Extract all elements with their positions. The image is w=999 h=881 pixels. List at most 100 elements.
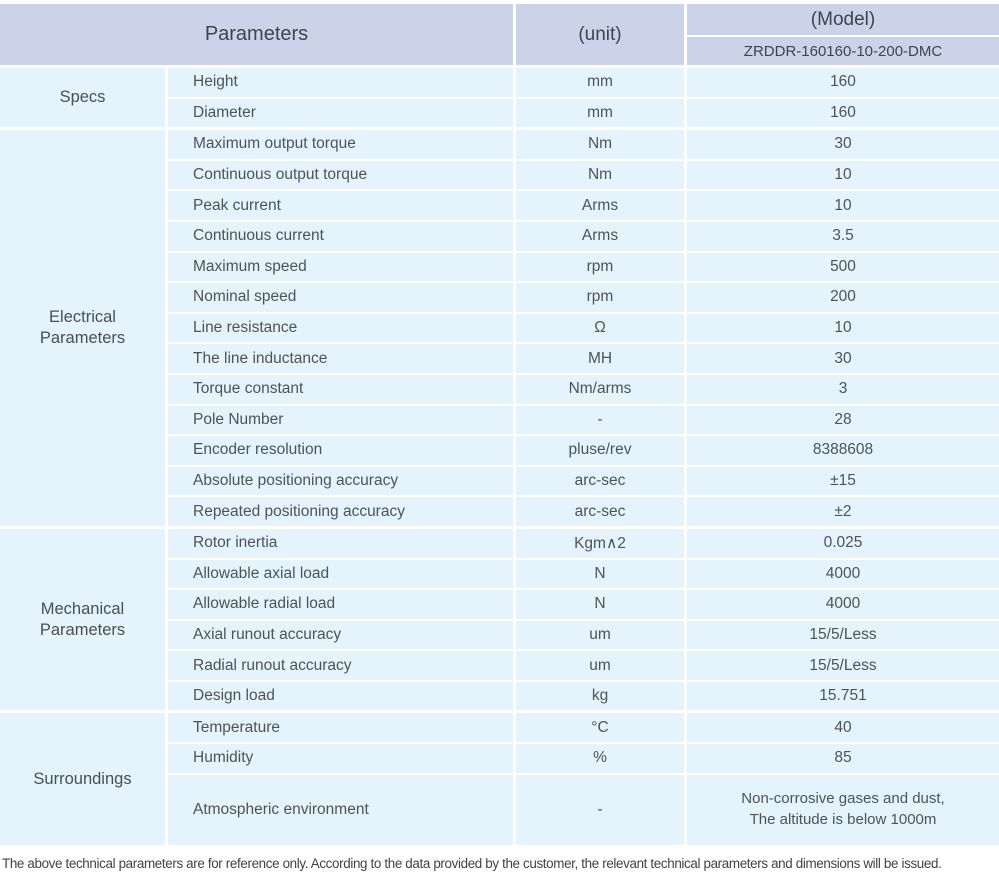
table-row: Maximum speed rpm 500 — [0, 250, 999, 282]
unit-cell: Arms — [513, 219, 684, 251]
param-cell: Humidity — [165, 742, 513, 773]
value-cell: 500 — [684, 250, 999, 282]
param-cell: Height — [165, 65, 513, 97]
header-row-1: Parameters (unit) (Model) — [0, 4, 999, 65]
value-cell: 4000 — [684, 557, 999, 589]
unit-cell: mm — [513, 96, 684, 128]
section-label-surroundings: Surroundings — [0, 710, 165, 845]
unit-cell: Arms — [513, 189, 684, 220]
table-row: Specs Height mm 160 — [0, 65, 999, 128]
value-cell: ±15 — [684, 464, 999, 496]
table-row: Absolute positioning accuracy arc-sec ±1… — [0, 464, 999, 496]
unit-cell: kg — [513, 679, 684, 711]
section-label-electrical: Electrical Parameters — [0, 127, 165, 526]
param-cell: The line inductance — [165, 342, 513, 373]
value-cell: 160 — [684, 96, 999, 128]
value-cell: 28 — [684, 403, 999, 435]
param-cell: Continuous current — [165, 219, 513, 251]
value-cell: 15/5/Less — [684, 618, 999, 650]
table-row: Nominal speed rpm 200 — [0, 281, 999, 312]
unit-cell: mm — [513, 65, 684, 97]
header-row-2: ZRDDR-160160-10-200-DMC — [0, 37, 999, 65]
param-cell: Temperature — [165, 710, 513, 743]
value-cell: 30 — [684, 127, 999, 159]
param-cell: Design load — [165, 679, 513, 711]
param-cell: Maximum output torque — [165, 127, 513, 159]
value-cell: Non-corrosive gases and dust, The altitu… — [684, 772, 999, 845]
unit-cell: - — [513, 772, 684, 845]
param-cell: Absolute positioning accuracy — [165, 464, 513, 496]
unit-cell: Nm — [513, 158, 684, 190]
unit-cell: % — [513, 742, 684, 773]
param-cell: Continuous output torque — [165, 158, 513, 190]
param-cell: Allowable axial load — [165, 557, 513, 589]
table-row: Repeated positioning accuracy arc-sec ±2 — [0, 495, 999, 526]
value-cell: 30 — [684, 342, 999, 373]
param-cell: Encoder resolution — [165, 434, 513, 465]
unit-cell: arc-sec — [513, 464, 684, 496]
param-cell: Torque constant — [165, 372, 513, 404]
table-row: Axial runout accuracy um 15/5/Less — [0, 618, 999, 650]
table-row: Peak current Arms 10 — [0, 189, 999, 220]
param-cell: Maximum speed — [165, 250, 513, 282]
section-label-specs: Specs — [0, 65, 165, 128]
table-row: Allowable axial load N 4000 — [0, 557, 999, 589]
unit-cell: rpm — [513, 250, 684, 282]
value-cell: 40 — [684, 710, 999, 743]
table-row: Continuous output torque Nm 10 — [0, 158, 999, 190]
unit-cell: um — [513, 618, 684, 650]
value-cell: ±2 — [684, 495, 999, 526]
param-cell: Repeated positioning accuracy — [165, 495, 513, 526]
unit-cell: um — [513, 649, 684, 680]
unit-cell: Kgm∧2 — [513, 525, 684, 558]
unit-cell: MH — [513, 342, 684, 373]
footer-note: The above technical parameters are for r… — [2, 855, 942, 871]
table-row: Encoder resolution pluse/rev 8388608 — [0, 434, 999, 465]
table-row: Diameter mm 160 — [0, 96, 999, 128]
table-row: Continuous current Arms 3.5 — [0, 219, 999, 251]
value-cell: 3 — [684, 372, 999, 404]
param-cell: Pole Number — [165, 403, 513, 435]
section-label-mechanical: Mechanical Parameters — [0, 525, 165, 711]
unit-cell: N — [513, 588, 684, 619]
header-model-number: ZRDDR-160160-10-200-DMC — [684, 37, 999, 65]
unit-cell: °C — [513, 710, 684, 743]
value-cell: 3.5 — [684, 219, 999, 251]
table-row: The line inductance MH 30 — [0, 342, 999, 373]
header-parameters: Parameters — [0, 4, 513, 65]
param-cell: Axial runout accuracy — [165, 618, 513, 650]
unit-cell: pluse/rev — [513, 434, 684, 465]
param-cell: Diameter — [165, 96, 513, 128]
unit-cell: - — [513, 403, 684, 435]
table-row: Torque constant Nm/arms 3 — [0, 372, 999, 404]
header-unit: (unit) — [513, 4, 684, 65]
value-cell: 0.025 — [684, 525, 999, 558]
param-cell: Rotor inertia — [165, 525, 513, 558]
param-cell: Atmospheric environment — [165, 772, 513, 845]
value-cell: 4000 — [684, 588, 999, 619]
table-row: Humidity % 85 — [0, 742, 999, 773]
table-row: Radial runout accuracy um 15/5/Less — [0, 649, 999, 680]
header-model: (Model) — [684, 4, 999, 37]
param-cell: Allowable radial load — [165, 588, 513, 619]
unit-cell: Nm — [513, 127, 684, 159]
table-row: Allowable radial load N 4000 — [0, 588, 999, 619]
unit-cell: Nm/arms — [513, 372, 684, 404]
value-cell: 160 — [684, 65, 999, 97]
value-cell: 15.751 — [684, 679, 999, 711]
param-cell: Line resistance — [165, 311, 513, 343]
table-row: Pole Number - 28 — [0, 403, 999, 435]
value-cell: 15/5/Less — [684, 649, 999, 680]
value-cell: 10 — [684, 158, 999, 190]
unit-cell: rpm — [513, 281, 684, 312]
unit-cell: N — [513, 557, 684, 589]
table-row: Mechanical Parameters Rotor inertia Kgm∧… — [0, 525, 999, 711]
table-row: Electrical Parameters Maximum output tor… — [0, 127, 999, 526]
table-row: Line resistance Ω 10 — [0, 311, 999, 343]
value-cell: 8388608 — [684, 434, 999, 465]
value-cell: 85 — [684, 742, 999, 773]
table-header: Parameters (unit) (Model) ZRDDR-160160-1… — [0, 4, 999, 65]
value-cell: 10 — [684, 311, 999, 343]
spec-table: Parameters (unit) (Model) ZRDDR-160160-1… — [0, 4, 999, 845]
